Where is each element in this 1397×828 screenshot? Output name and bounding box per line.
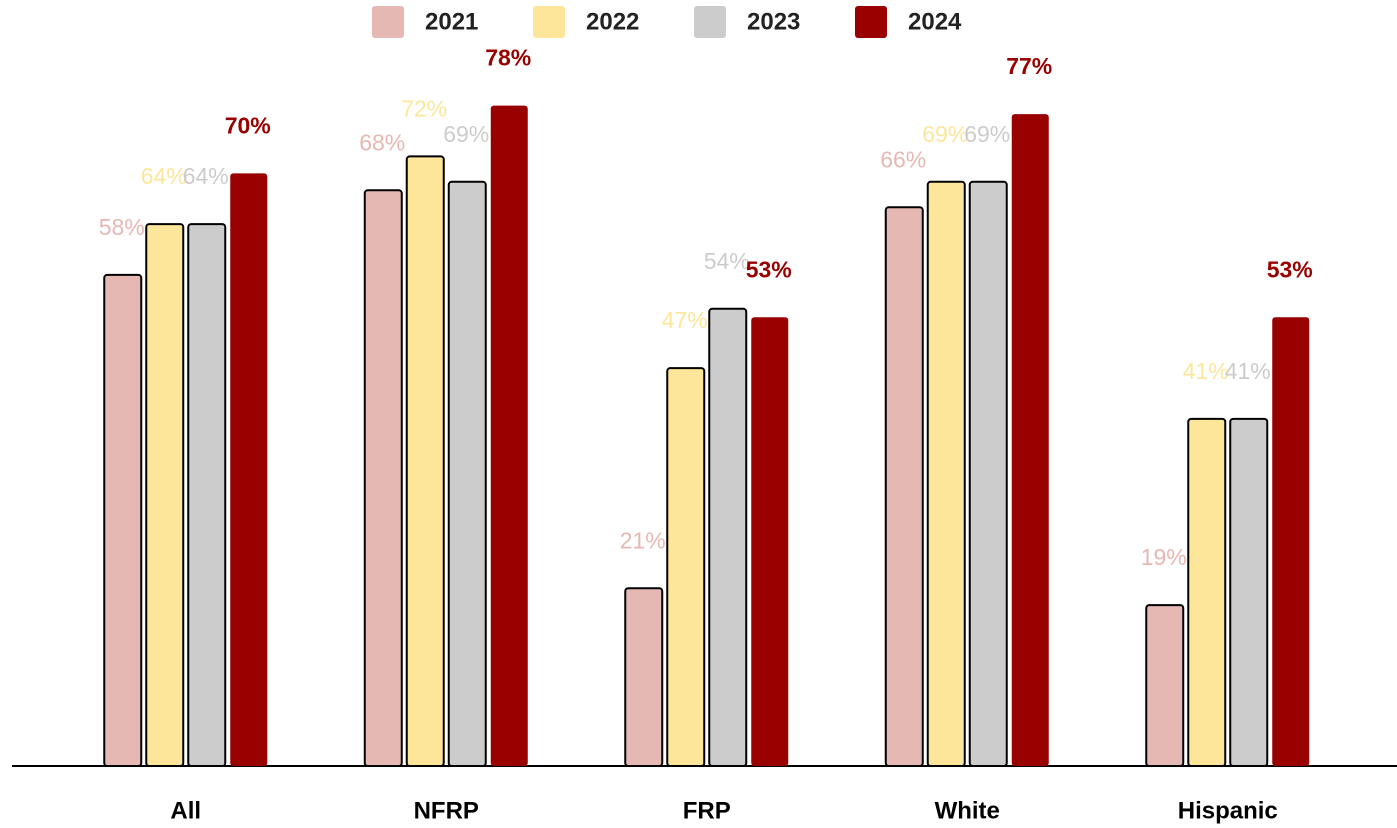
x-tick-label: Hispanic [1178, 797, 1278, 824]
x-tick-label: FRP [683, 797, 731, 824]
bar [751, 317, 789, 766]
data-label: 47% [662, 307, 708, 333]
bar [708, 307, 748, 767]
data-label: 53% [1267, 256, 1313, 282]
bar [884, 206, 924, 767]
data-label: 66% [880, 146, 926, 172]
data-label: 69% [443, 121, 489, 147]
legend-swatch [855, 6, 887, 38]
data-label: 72% [401, 95, 447, 121]
data-label: 21% [620, 527, 666, 553]
legend-label: 2022 [586, 8, 639, 35]
data-label: 78% [485, 45, 531, 71]
data-label: 64% [141, 163, 187, 189]
bar [405, 155, 445, 767]
bar [145, 223, 185, 767]
bar [363, 189, 403, 767]
data-label: 54% [704, 248, 750, 274]
x-tick-label: NFRP [414, 797, 479, 824]
legend-label: 2023 [747, 8, 800, 35]
data-label: 58% [99, 214, 145, 240]
legend-swatch [533, 6, 565, 38]
bar [490, 105, 528, 767]
data-label: 69% [922, 121, 968, 147]
data-label: 53% [746, 256, 792, 282]
bar [1011, 114, 1049, 767]
x-tick-label: All [170, 797, 201, 824]
data-label: 19% [1141, 544, 1187, 570]
bar [230, 173, 268, 767]
data-label: 41% [1225, 358, 1271, 384]
bar [1229, 417, 1269, 767]
bar [624, 587, 664, 768]
data-label: 64% [183, 163, 229, 189]
data-label: 70% [225, 112, 271, 138]
bar [926, 180, 966, 768]
data-label: 77% [1006, 53, 1052, 79]
legend-label: 2021 [425, 8, 478, 35]
data-label: 68% [359, 129, 405, 155]
legend-swatch [694, 6, 726, 38]
bar [666, 367, 706, 767]
bar [187, 223, 227, 767]
legend-label: 2024 [908, 8, 962, 35]
x-tick-label: White [935, 797, 1000, 824]
bar [1272, 317, 1310, 766]
legend-swatch [372, 6, 404, 38]
bar [103, 273, 143, 767]
bar [447, 180, 487, 768]
data-label: 41% [1183, 358, 1229, 384]
bar [1145, 604, 1185, 768]
data-label: 69% [964, 121, 1010, 147]
bar [1187, 417, 1227, 767]
bar [968, 180, 1008, 768]
